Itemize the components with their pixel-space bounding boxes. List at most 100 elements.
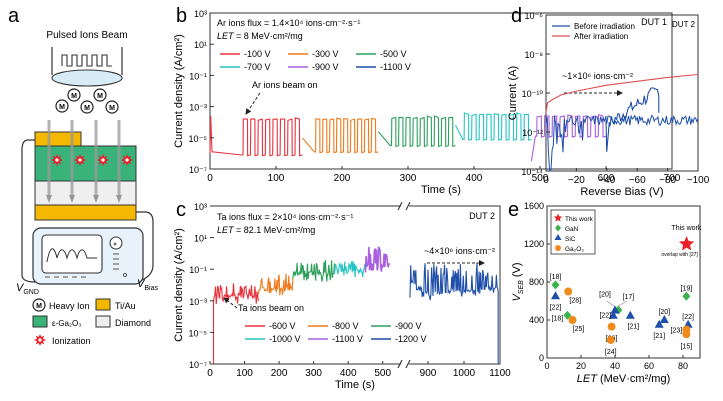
y-tick-label: 1600 [524, 201, 544, 211]
legend-label: -500 V [380, 49, 407, 59]
x-axis-label: LET (MeV·cm²/mg) [577, 373, 671, 385]
heavy-ion-symbol: M [71, 93, 77, 100]
v-bias-label: VBias [137, 278, 158, 292]
data-point-GaN [682, 291, 691, 301]
heavy-ion-icon [55, 99, 69, 113]
series-line--700V [455, 112, 532, 141]
beam-on-arrow [245, 92, 261, 115]
ref-leader-line [606, 300, 616, 307]
heavy-ions-group: M MM M M [55, 88, 119, 114]
let-italic: LET [217, 225, 235, 235]
x-axis-label: Time (s) [335, 379, 375, 391]
y-axis-label-unit: (V) [511, 262, 523, 280]
panel-a-label: a [8, 5, 20, 27]
legend-diamond-label: Diamond [115, 318, 151, 328]
device-stack [34, 120, 137, 221]
x-tick-label: 200 [334, 173, 351, 184]
y-tick-label: 10⁻⁵ [189, 328, 208, 338]
ref-label: [20] [599, 292, 611, 299]
heavy-ion-icon [93, 88, 107, 102]
y-tick-label: 10⁻¹ [189, 265, 207, 275]
x-tick-label: 600 [598, 173, 615, 184]
ref-label: [18] [550, 274, 562, 281]
let-italic: LET [217, 31, 235, 41]
legend-ga2o3-label: ε-Ga₂O₃ [52, 319, 82, 328]
marker-diamond [555, 224, 561, 232]
data-point-SiC [610, 305, 620, 314]
x-tick-label: 500 [532, 173, 549, 184]
panel-a-legend: M Heavy Ion Ti/Au ε-Ga₂O₃ Diamond Ionization [32, 298, 151, 346]
let-annotation: LET = 8 MeV·cm²/mg [217, 31, 303, 41]
panel-d-chart: d 0 −20 −40 −60 −80 −100 10⁻¹⁴ 10⁻¹² 10⁻¹⁰ 10⁻⁸ 10⁻… [507, 5, 710, 198]
x-tick-label: 0 [543, 175, 549, 186]
x-tick-label: 100 [268, 173, 285, 184]
heavy-ion-icon [67, 88, 81, 102]
marker-star [553, 213, 563, 222]
marker-circle [555, 245, 561, 251]
legend-heavy-ion-symbol: M [36, 303, 42, 310]
ref-label: [28] [569, 298, 581, 305]
series-line--800V [257, 273, 294, 296]
y-axis-label-v: V [511, 293, 523, 302]
y-axis-label: Current (A) [507, 66, 519, 120]
y-tick-label: 10⁻³ [189, 297, 207, 307]
panel-b-chart: b 0 100 200 300 400 500 600 700 10⁻⁷ 10⁻⁵ 10⁻³ 10⁻¹ 1… [173, 5, 681, 196]
legend-ionization-label: Ionization [52, 336, 91, 346]
x-tick-label: 400 [340, 368, 357, 379]
x-tick-label: 1000 [453, 368, 476, 379]
series-line--500V [377, 115, 456, 148]
y-tick-label: 10⁻⁷ [189, 165, 207, 175]
data-point-GaN [551, 280, 560, 290]
legend-diamond-swatch [95, 315, 111, 328]
gnd-wire [21, 139, 36, 283]
legend-label: -1200 V [395, 334, 427, 344]
series-line--900V [292, 259, 335, 282]
x-tick-label: 80 [678, 361, 688, 371]
data-point-GaO [568, 316, 577, 324]
panel-e-label: e [508, 199, 519, 221]
y-tick-label: 10¹ [194, 40, 207, 50]
beam-on-arrow [223, 297, 238, 309]
x-tick-label: 0 [207, 368, 213, 379]
ion-track-arrows [46, 120, 122, 203]
series-line-before-irradiation [545, 114, 699, 172]
data-point-GaO [682, 330, 691, 339]
series-line--300V [301, 117, 379, 154]
y-tick-label: 10³ [194, 202, 207, 212]
plot-frame [210, 205, 501, 365]
legend-label: -900 V [312, 62, 339, 72]
device-label: DUT 2 [672, 20, 696, 29]
plot-frame [209, 12, 673, 170]
legend-heavy-ion-icon [32, 298, 46, 312]
data-point-Thiswork [679, 236, 695, 251]
x-axis-label-italic: LET [577, 373, 598, 385]
x-axis-label: Reverse Bias (V) [580, 186, 663, 198]
ref-label: [20] [658, 309, 670, 316]
series-line--1100V [364, 245, 391, 273]
x-tick-label: 0 [544, 361, 549, 371]
fluence-label: ~1×10⁶ ions·cm⁻² [562, 71, 633, 81]
pulsed-ions-beam-title: Pulsed Ions Beam [46, 30, 127, 41]
ref-leader-line [618, 300, 628, 307]
device-label: DUT 2 [469, 211, 495, 221]
data-point-SiC [608, 310, 618, 319]
ionization-burst-core [101, 158, 105, 162]
legend-label: -600 V [269, 321, 296, 331]
legend-ti-au-swatch [95, 298, 111, 311]
panel-d-label: d [511, 5, 522, 27]
legend-label: This work [565, 216, 594, 223]
this-work-label: This work [671, 225, 701, 232]
overlap-note: overlap with [27] [661, 252, 698, 258]
legend-heavy-ion-label: Heavy Ion [49, 301, 90, 311]
heavy-ion-icon [105, 100, 119, 114]
flux-annotation: Ar ions flux = 1.4×10⁴ ions·cm⁻²·s⁻¹ [217, 18, 360, 28]
x-tick-label: 1100 [489, 368, 511, 379]
x-tick-label: −60 [629, 175, 646, 186]
legend-label: -700 V [244, 62, 271, 72]
ref-label: [23] [671, 328, 683, 335]
ionization-burst-core [125, 158, 129, 162]
y-tick-label: 10⁻⁵ [189, 134, 208, 144]
y-tick-label: 400 [529, 315, 544, 325]
series-line--600V [212, 283, 259, 364]
beam-on-label: Ta ions beam on [238, 303, 304, 313]
